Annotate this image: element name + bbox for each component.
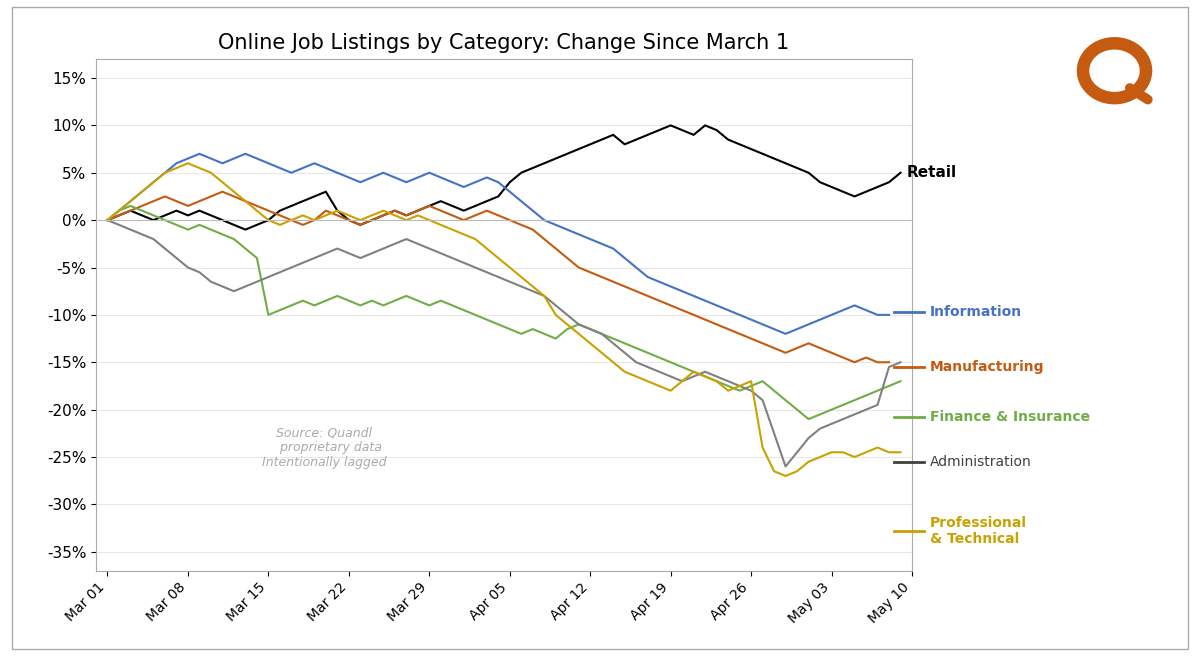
Text: Source: Quandl
   proprietary data
Intentionally lagged: Source: Quandl proprietary data Intentio…	[263, 426, 386, 470]
Text: Administration: Administration	[930, 455, 1032, 470]
Text: Retail: Retail	[906, 165, 956, 180]
Text: Manufacturing: Manufacturing	[930, 360, 1044, 375]
Text: Information: Information	[930, 304, 1022, 319]
Text: Online Job Listings by Category: Change Since March 1: Online Job Listings by Category: Change …	[218, 33, 790, 52]
Text: Professional
& Technical: Professional & Technical	[930, 516, 1027, 546]
Text: Finance & Insurance: Finance & Insurance	[930, 409, 1090, 424]
